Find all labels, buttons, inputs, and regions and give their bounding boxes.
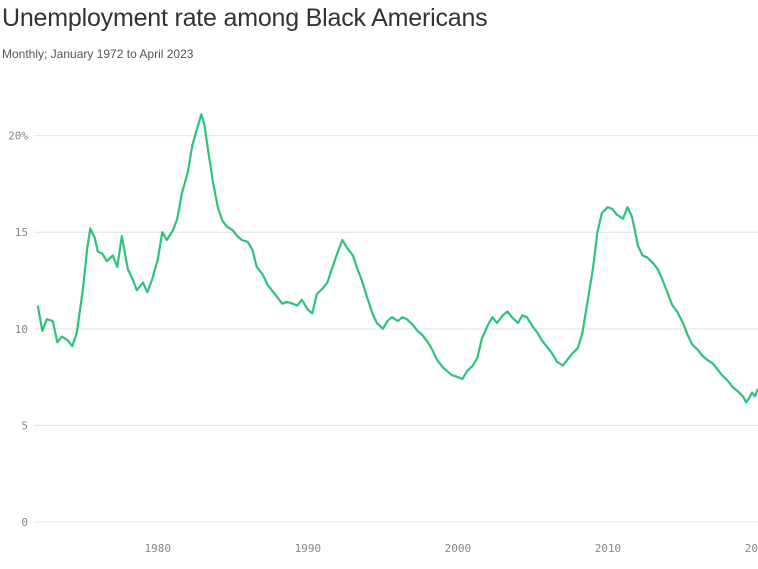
y-axis-ticks: 0 5 10 15 20% <box>8 130 28 529</box>
series-layer <box>36 113 758 404</box>
chart-subtitle: Monthly; January 1972 to April 2023 <box>2 47 194 61</box>
y-tick-label: 15 <box>15 226 28 239</box>
y-tick-label: 5 <box>21 419 28 432</box>
grid-lines <box>34 135 758 523</box>
x-tick-label: 2000 <box>445 542 472 555</box>
x-tick-label: 2010 <box>595 542 622 555</box>
x-tick-label: 2020 <box>745 542 758 555</box>
x-tick-label: 1990 <box>295 542 322 555</box>
y-tick-label: 20% <box>8 130 28 143</box>
chart-title: Unemployment rate among Black Americans <box>2 4 488 32</box>
series-line <box>36 113 758 404</box>
y-tick-label: 10 <box>15 323 28 336</box>
y-tick-label: 0 <box>21 516 28 529</box>
x-axis-ticks: 1980 1990 2000 2010 2020 <box>145 542 758 555</box>
x-tick-label: 1980 <box>145 542 172 555</box>
